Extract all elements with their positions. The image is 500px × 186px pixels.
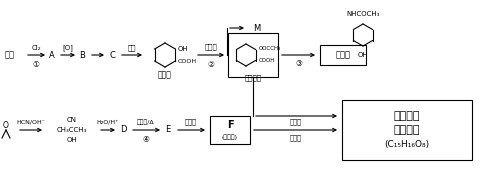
Text: 浓硫酸/Δ: 浓硫酸/Δ (137, 119, 155, 125)
Bar (320, 45, 366, 65)
Text: (高聚物): (高聚物) (222, 134, 238, 140)
Text: COOH: COOH (259, 57, 276, 62)
Text: F: F (226, 120, 234, 130)
Text: OOCCH₃: OOCCH₃ (259, 46, 281, 51)
Text: 影化剂: 影化剂 (185, 119, 197, 125)
Text: CN: CN (67, 117, 77, 123)
Text: 水杨酸: 水杨酸 (158, 70, 172, 79)
Text: B: B (79, 51, 85, 60)
Text: [O]: [O] (62, 45, 74, 51)
Text: C: C (109, 51, 115, 60)
Bar (210, 116, 250, 144)
Text: 贝诺酯: 贝诺酯 (336, 51, 350, 60)
Text: ①: ① (32, 60, 40, 68)
Text: ③: ③ (296, 59, 302, 68)
Text: 影化剂: 影化剂 (290, 135, 302, 141)
Text: CH₃CCH₃: CH₃CCH₃ (57, 127, 87, 133)
Text: COOH: COOH (178, 59, 197, 63)
Text: 酸化: 酸化 (128, 45, 136, 51)
Text: 乙二醇: 乙二醇 (290, 119, 302, 125)
Bar (342, 100, 472, 160)
Text: 阿司匹林: 阿司匹林 (244, 75, 262, 81)
Text: NHCOCH₃: NHCOCH₃ (346, 11, 380, 17)
Text: M: M (253, 23, 260, 33)
Text: ④: ④ (142, 134, 150, 144)
Text: D: D (120, 126, 126, 134)
Text: 缓釋长效: 缓釋长效 (394, 111, 420, 121)
Text: O: O (3, 121, 9, 129)
Bar (228, 33, 278, 77)
Text: OH: OH (178, 46, 188, 52)
Text: OH: OH (66, 137, 78, 143)
Text: A: A (49, 51, 55, 60)
Text: E: E (166, 126, 170, 134)
Text: (C₁₅H₁₆O₈): (C₁₅H₁₆O₈) (384, 140, 430, 148)
Text: HCN/OH⁻: HCN/OH⁻ (16, 119, 46, 124)
Text: Cl₂: Cl₂ (31, 45, 41, 51)
Text: H₂O/H⁺: H₂O/H⁺ (97, 119, 119, 124)
Text: 阿司匹林: 阿司匹林 (394, 125, 420, 135)
Text: 甲苯: 甲苯 (5, 51, 15, 60)
Text: OH: OH (358, 52, 368, 58)
Text: ②: ② (208, 60, 214, 68)
Text: 乙酸酒: 乙酸酒 (204, 44, 218, 50)
